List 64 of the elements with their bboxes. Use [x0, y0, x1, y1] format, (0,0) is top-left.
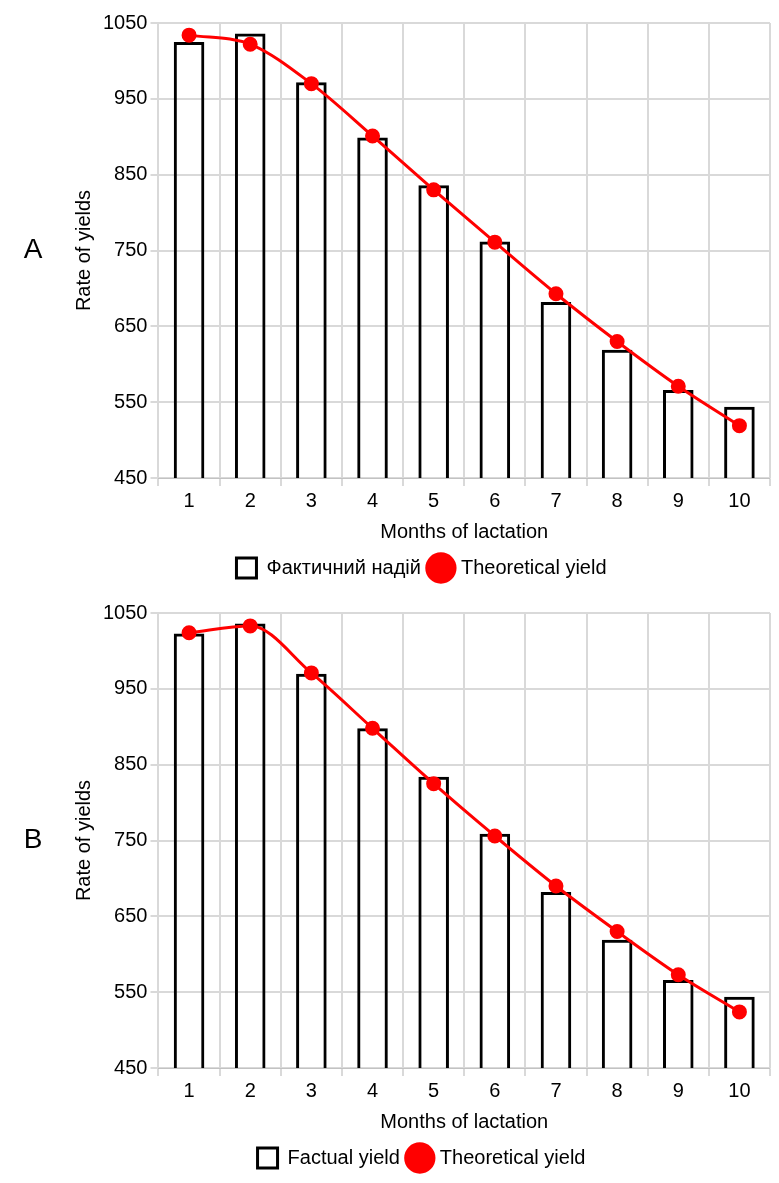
- point: [609, 924, 625, 939]
- point: [426, 182, 442, 198]
- point: [548, 286, 564, 302]
- point: [670, 378, 686, 394]
- point: [365, 128, 381, 144]
- y-tick-label: 750: [114, 828, 148, 851]
- text: A: [23, 233, 43, 265]
- y-axis-title: Rate of yields: [71, 189, 94, 312]
- point: [181, 625, 197, 641]
- y-tick-label: 950: [114, 86, 148, 109]
- x-axis-title: Months of lactation: [380, 519, 549, 542]
- x-tick-label: 8: [611, 1078, 623, 1101]
- y-tick-label: 550: [114, 389, 148, 412]
- point: [426, 776, 442, 792]
- y-tick-label: 1050: [102, 600, 148, 623]
- x-tick-label: 1: [183, 1078, 195, 1101]
- x-tick-label: 10: [728, 1078, 751, 1101]
- x-tick-label: 7: [550, 1078, 562, 1101]
- y-tick-label: 850: [114, 162, 148, 185]
- point: [670, 967, 686, 983]
- point: [487, 828, 503, 844]
- y-tick-label: 650: [114, 313, 148, 336]
- x-tick-label: 4: [366, 1078, 379, 1101]
- x-tick-label: 1: [183, 488, 195, 511]
- x-tick-label: 2: [244, 1078, 256, 1101]
- y-tick-label: 550: [114, 979, 148, 1002]
- x-tick-label: 10: [728, 488, 751, 511]
- point: [242, 618, 258, 634]
- point: [487, 234, 503, 250]
- point: [303, 76, 319, 92]
- y-tick-label: 450: [114, 465, 148, 488]
- x-tick-label: 4: [366, 488, 379, 511]
- x-tick-label: 7: [550, 488, 562, 511]
- text: B: [23, 823, 43, 855]
- point: [365, 720, 381, 736]
- y-tick-label: 750: [114, 238, 148, 261]
- x-tick-label: 5: [428, 488, 440, 511]
- legend-label: Фактичний надій: [266, 555, 421, 578]
- x-tick-label: 3: [305, 1078, 317, 1101]
- x-tick-label: 8: [611, 488, 623, 511]
- x-tick-label: 5: [428, 1078, 440, 1101]
- point: [731, 1004, 747, 1020]
- point: [242, 36, 258, 52]
- x-axis-title: Months of lactation: [380, 1109, 549, 1132]
- x-tick-label: 6: [489, 1078, 501, 1101]
- x-tick-label: 6: [489, 488, 501, 511]
- x-tick-label: 9: [672, 488, 684, 511]
- legend-label: Theoretical yield: [439, 1145, 586, 1168]
- point: [609, 334, 625, 349]
- point: [731, 418, 747, 434]
- point: [548, 878, 564, 894]
- y-tick-label: 450: [114, 1055, 148, 1078]
- x-tick-label: 2: [244, 488, 256, 511]
- point: [181, 27, 197, 43]
- point: [303, 665, 319, 681]
- y-tick-label: 650: [114, 903, 148, 926]
- x-tick-label: 9: [672, 1078, 684, 1101]
- y-tick-label: 850: [114, 752, 148, 775]
- y-tick-label: 950: [114, 676, 148, 699]
- y-axis-title: Rate of yields: [71, 779, 94, 902]
- x-tick-label: 3: [305, 488, 317, 511]
- y-tick-label: 1050: [102, 10, 148, 33]
- legend-label: Theoretical yield: [460, 555, 607, 578]
- legend-label: Factual yield: [287, 1145, 400, 1168]
